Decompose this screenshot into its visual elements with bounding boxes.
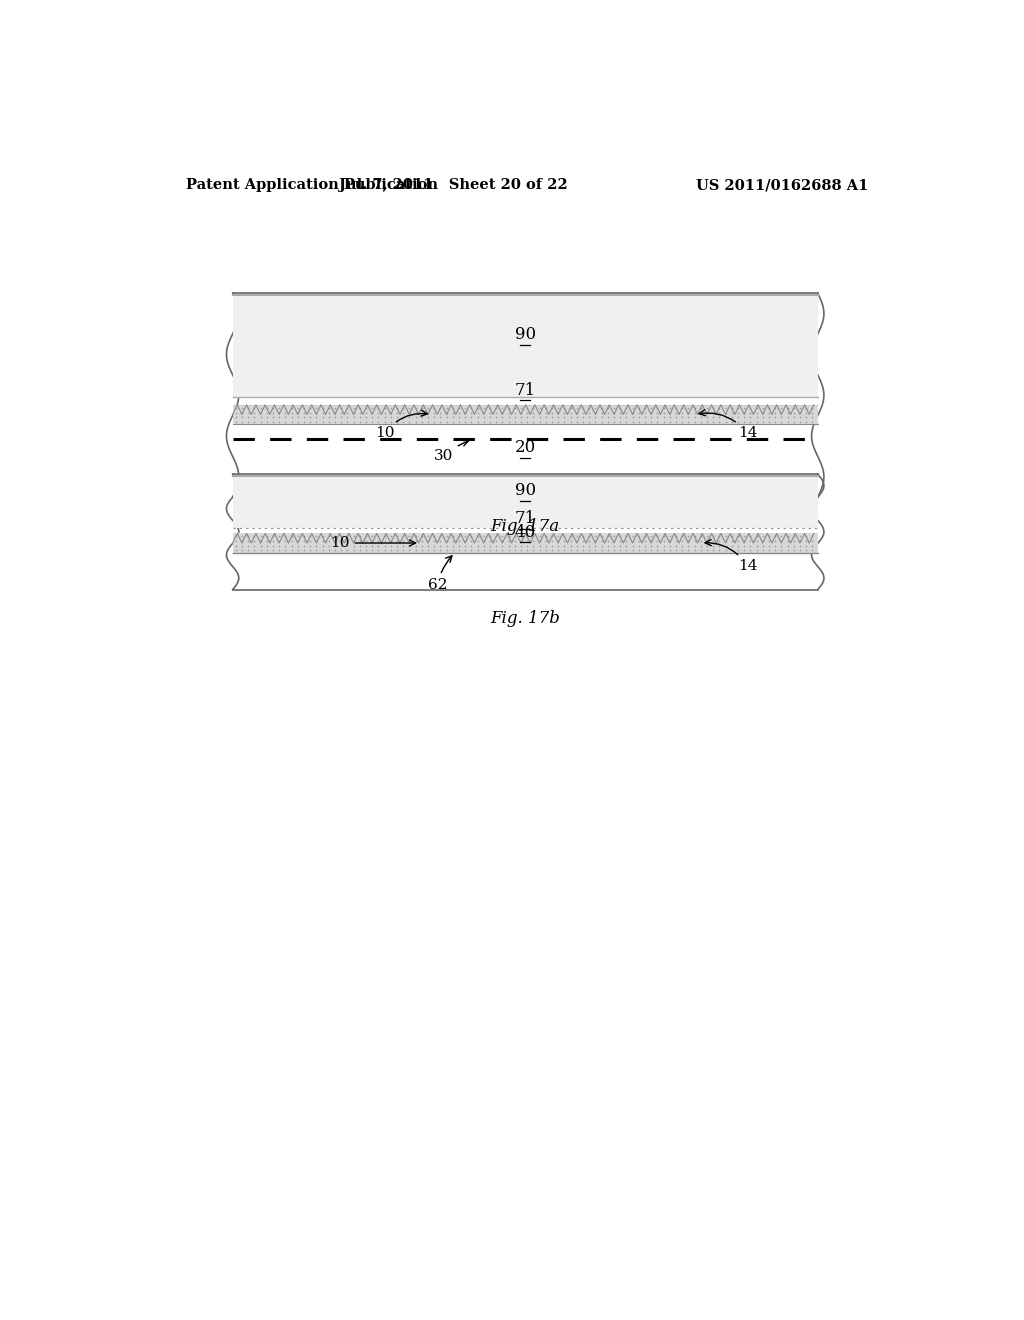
Bar — [232, 474, 818, 590]
Text: 30: 30 — [433, 440, 468, 463]
Bar — [232, 477, 818, 528]
Text: 14: 14 — [706, 540, 758, 573]
Text: Fig. 17a: Fig. 17a — [490, 517, 560, 535]
Bar — [232, 533, 818, 553]
Text: Jul. 7, 2011   Sheet 20 of 22: Jul. 7, 2011 Sheet 20 of 22 — [339, 178, 568, 193]
Text: 40: 40 — [515, 524, 536, 541]
Text: 10: 10 — [375, 411, 427, 441]
Text: Patent Application Publication: Patent Application Publication — [186, 178, 438, 193]
Text: 62: 62 — [428, 556, 452, 591]
Text: 90: 90 — [515, 482, 536, 499]
Bar — [232, 296, 818, 397]
Bar — [232, 293, 818, 498]
Text: 71: 71 — [515, 381, 536, 399]
Text: 20: 20 — [515, 440, 536, 457]
Text: 90: 90 — [515, 326, 536, 343]
Bar — [232, 405, 818, 424]
Text: Fig. 17b: Fig. 17b — [490, 610, 560, 627]
Text: 14: 14 — [699, 409, 758, 441]
Text: US 2011/0162688 A1: US 2011/0162688 A1 — [695, 178, 868, 193]
Text: 71: 71 — [515, 511, 536, 527]
Text: 10: 10 — [330, 536, 416, 550]
